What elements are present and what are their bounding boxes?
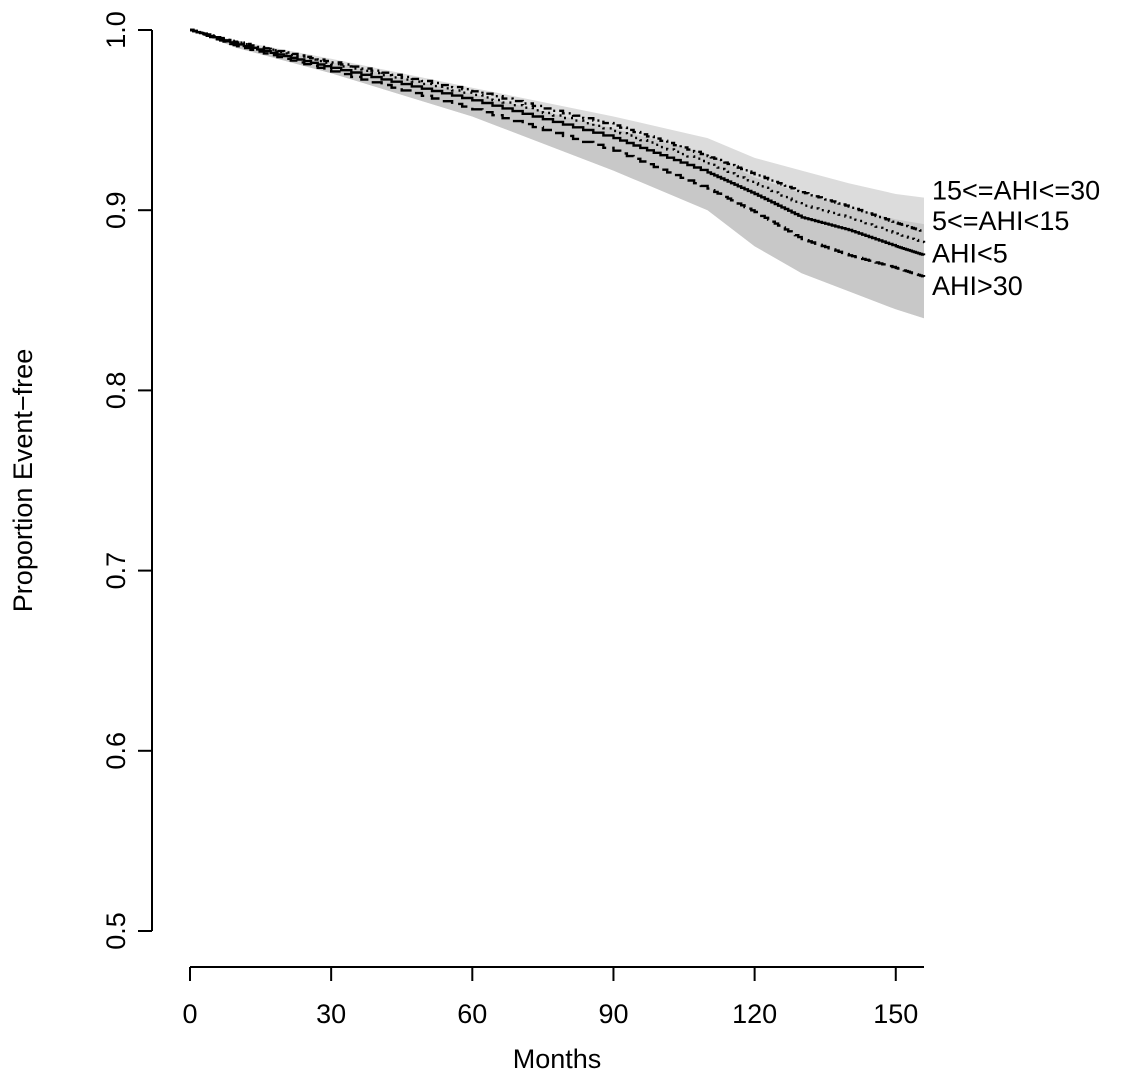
- x-axis-label: Months: [513, 1044, 602, 1074]
- band-inner: [190, 30, 924, 319]
- x-tick-label: 0: [182, 999, 197, 1029]
- x-tick-label: 120: [732, 999, 777, 1029]
- x-tick-label: 90: [598, 999, 628, 1029]
- survival-curves: [190, 28, 926, 278]
- y-tick-label: 0.5: [101, 912, 131, 950]
- y-axis-ticks: 0.5 0.6 0.7 0.8 0.9 1.0: [101, 11, 152, 950]
- y-tick-label: 1.0: [101, 11, 131, 49]
- series-line-3: [190, 28, 926, 278]
- y-tick-label: 0.7: [101, 552, 131, 590]
- y-tick-label: 0.9: [101, 191, 131, 229]
- confidence-band: [190, 30, 924, 319]
- y-tick-label: 0.6: [101, 732, 131, 770]
- series-line-1: [190, 28, 926, 244]
- y-axis-label: Proportion Event−free: [8, 349, 38, 612]
- x-axis-ticks: 0 30 60 90 120 150: [182, 967, 918, 1029]
- x-tick-label: 150: [873, 999, 918, 1029]
- series-label-0: 15<=AHI<=30: [932, 175, 1100, 205]
- series-label-1: 5<=AHI<15: [932, 206, 1069, 236]
- y-tick-label: 0.8: [101, 372, 131, 410]
- x-tick-label: 30: [316, 999, 346, 1029]
- series-label-2: AHI<5: [932, 238, 1008, 268]
- series-label-3: AHI>30: [932, 271, 1023, 301]
- series-line-2: [190, 28, 926, 256]
- series-line-0: [190, 28, 926, 233]
- x-tick-label: 60: [457, 999, 487, 1029]
